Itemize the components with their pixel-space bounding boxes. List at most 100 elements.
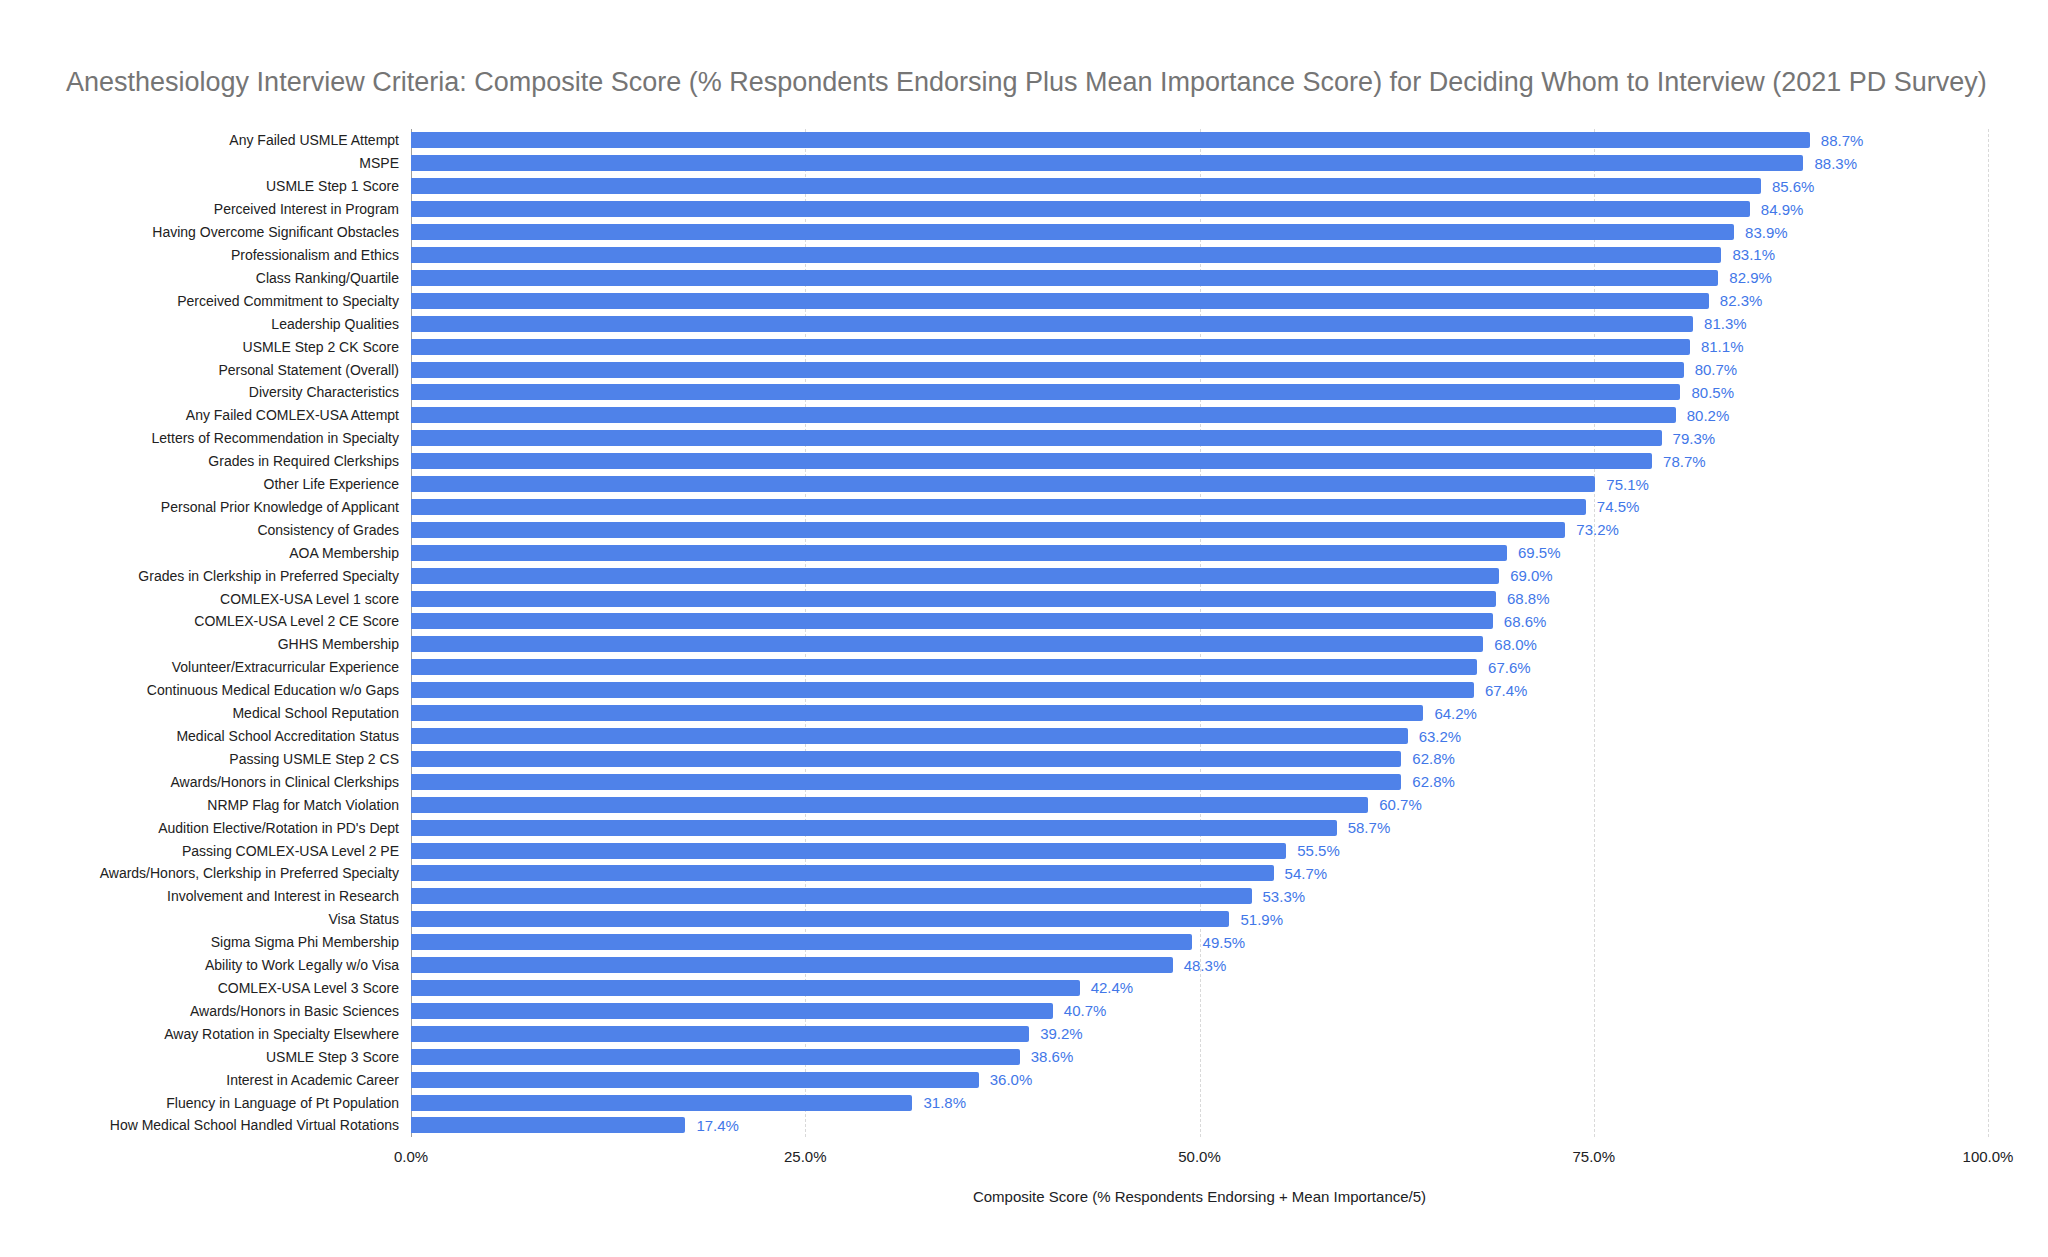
bar xyxy=(411,339,1690,355)
bar-track: 68.6% xyxy=(411,610,1988,633)
bar xyxy=(411,1072,979,1088)
category-label: Consistency of Grades xyxy=(0,522,399,538)
bar xyxy=(411,1095,912,1111)
category-label: COMLEX-USA Level 3 Score xyxy=(0,980,399,996)
x-tick-label: 75.0% xyxy=(1572,1148,1615,1165)
bar xyxy=(411,293,1709,309)
category-label: How Medical School Handled Virtual Rotat… xyxy=(0,1117,399,1133)
value-label: 51.9% xyxy=(1240,911,1283,928)
bar xyxy=(411,453,1652,469)
bar xyxy=(411,957,1173,973)
category-label: Ability to Work Legally w/o Visa xyxy=(0,957,399,973)
bar xyxy=(411,659,1477,675)
bar-track: 42.4% xyxy=(411,977,1988,1000)
bar-track: 55.5% xyxy=(411,839,1988,862)
x-tick-label: 25.0% xyxy=(784,1148,827,1165)
bar xyxy=(411,316,1693,332)
bar xyxy=(411,247,1721,263)
category-label: Fluency in Language of Pt Population xyxy=(0,1095,399,1111)
bar xyxy=(411,1003,1053,1019)
bar-row: Any Failed COMLEX-USA Attempt80.2% xyxy=(0,404,2048,427)
value-label: 83.9% xyxy=(1745,224,1788,241)
category-label: Any Failed USMLE Attempt xyxy=(0,132,399,148)
bar-row: Class Ranking/Quartile82.9% xyxy=(0,266,2048,289)
category-label: Grades in Clerkship in Preferred Special… xyxy=(0,568,399,584)
x-tick-label: 100.0% xyxy=(1963,1148,2014,1165)
bar xyxy=(411,613,1493,629)
bar xyxy=(411,270,1718,286)
bar-row: Awards/Honors, Clerkship in Preferred Sp… xyxy=(0,862,2048,885)
bar-track: 80.7% xyxy=(411,358,1988,381)
bar-row: Having Overcome Significant Obstacles83.… xyxy=(0,221,2048,244)
value-label: 83.1% xyxy=(1732,246,1775,263)
bar-track: 88.3% xyxy=(411,152,1988,175)
bar xyxy=(411,1026,1029,1042)
bar-track: 81.1% xyxy=(411,335,1988,358)
bar-track: 68.8% xyxy=(411,587,1988,610)
bar-row: Grades in Clerkship in Preferred Special… xyxy=(0,564,2048,587)
category-label: Involvement and Interest in Research xyxy=(0,888,399,904)
bar-track: 69.5% xyxy=(411,541,1988,564)
category-label: Medical School Reputation xyxy=(0,705,399,721)
bar-row: COMLEX-USA Level 2 CE Score68.6% xyxy=(0,610,2048,633)
bar-row: Volunteer/Extracurricular Experience 67.6… xyxy=(0,656,2048,679)
value-label: 62.8% xyxy=(1412,773,1455,790)
rows: Any Failed USMLE Attempt88.7%MSPE88.3%US… xyxy=(0,129,2048,1137)
bar xyxy=(411,820,1337,836)
bar-row: Personal Statement (Overall)80.7% xyxy=(0,358,2048,381)
bar-row: Personal Prior Knowledge of Applicant74.… xyxy=(0,496,2048,519)
bar-track: 51.9% xyxy=(411,908,1988,931)
category-label: Perceived Commitment to Specialty xyxy=(0,293,399,309)
bar-track: 75.1% xyxy=(411,473,1988,496)
bar xyxy=(411,636,1483,652)
category-label: Audition Elective/Rotation in PD's Dept xyxy=(0,820,399,836)
bar xyxy=(411,568,1499,584)
category-label: Awards/Honors in Basic Sciences xyxy=(0,1003,399,1019)
category-label: Professionalism and Ethics xyxy=(0,247,399,263)
bar-track: 67.4% xyxy=(411,679,1988,702)
category-label: Passing USMLE Step 2 CS xyxy=(0,751,399,767)
bar xyxy=(411,430,1662,446)
bar xyxy=(411,774,1401,790)
x-tick-label: 0.0% xyxy=(394,1148,428,1165)
bar-track: 82.9% xyxy=(411,266,1988,289)
category-label: Continuous Medical Education w/o Gaps xyxy=(0,682,399,698)
value-label: 67.6% xyxy=(1488,659,1531,676)
value-label: 75.1% xyxy=(1606,476,1649,493)
bar-track: 58.7% xyxy=(411,816,1988,839)
x-axis-title: Composite Score (% Respondents Endorsing… xyxy=(411,1188,1988,1205)
bar-row: Audition Elective/Rotation in PD's Dept 5… xyxy=(0,816,2048,839)
bar-track: 84.9% xyxy=(411,198,1988,221)
bar xyxy=(411,934,1192,950)
value-label: 81.1% xyxy=(1701,338,1744,355)
chart-title: Anesthesiology Interview Criteria: Compo… xyxy=(66,68,1987,98)
bar-track: 68.0% xyxy=(411,633,1988,656)
value-label: 69.0% xyxy=(1510,567,1553,584)
chart-canvas: Anesthesiology Interview Criteria: Compo… xyxy=(0,0,2048,1257)
value-label: 74.5% xyxy=(1597,498,1640,515)
value-label: 68.8% xyxy=(1507,590,1550,607)
bar-row: Leadership Qualities81.3% xyxy=(0,312,2048,335)
bar xyxy=(411,407,1676,423)
bar xyxy=(411,980,1080,996)
bar-row: Visa Status51.9% xyxy=(0,908,2048,931)
bar-track: 62.8% xyxy=(411,770,1988,793)
category-label: Volunteer/Extracurricular Experience xyxy=(0,659,399,675)
value-label: 88.7% xyxy=(1821,132,1864,149)
bar-track: 48.3% xyxy=(411,954,1988,977)
bar xyxy=(411,132,1810,148)
value-label: 82.9% xyxy=(1729,269,1772,286)
bar-track: 67.6% xyxy=(411,656,1988,679)
bar-row: AOA Membership69.5% xyxy=(0,541,2048,564)
bar-row: Perceived Commitment to Specialty82.3% xyxy=(0,289,2048,312)
bar-track: 63.2% xyxy=(411,725,1988,748)
value-label: 81.3% xyxy=(1704,315,1747,332)
bar-track: 38.6% xyxy=(411,1045,1988,1068)
bar-row: Continuous Medical Education w/o Gaps 67.… xyxy=(0,679,2048,702)
value-label: 79.3% xyxy=(1673,430,1716,447)
bar-track: 79.3% xyxy=(411,427,1988,450)
category-label: USMLE Step 2 CK Score xyxy=(0,339,399,355)
bar-row: Any Failed USMLE Attempt 88.7% xyxy=(0,129,2048,152)
bar-track: 78.7% xyxy=(411,450,1988,473)
bar xyxy=(411,728,1408,744)
